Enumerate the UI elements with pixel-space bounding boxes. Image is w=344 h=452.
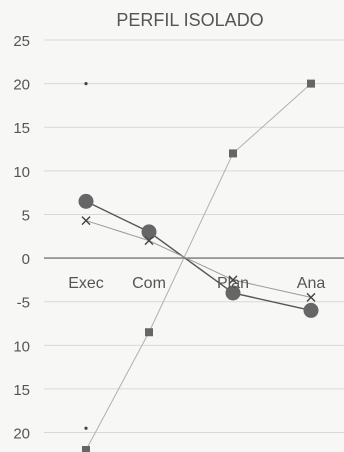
data-point bbox=[229, 149, 237, 158]
series-line bbox=[85, 220, 312, 298]
data-point bbox=[78, 193, 94, 209]
data-point bbox=[145, 328, 153, 337]
y-tick-label: 20 bbox=[13, 426, 30, 443]
series-layer bbox=[78, 79, 319, 452]
y-tick-label: 25 bbox=[13, 33, 30, 50]
x-marker-stroke bbox=[228, 275, 238, 285]
y-tick-label: -5 bbox=[17, 295, 30, 312]
x-marker-stroke bbox=[81, 216, 91, 226]
data-point bbox=[306, 292, 316, 302]
data-point bbox=[81, 216, 91, 226]
labels: 25 20 15 10 5 0 -5 10 15 20 Exec Com Plan Ana bbox=[13, 33, 325, 443]
x-marker-stroke bbox=[144, 236, 154, 246]
x-marker-stroke bbox=[306, 292, 316, 302]
data-point bbox=[303, 302, 319, 318]
data-point bbox=[307, 79, 315, 88]
stray-marker bbox=[84, 426, 88, 430]
y-tick-label: 20 bbox=[13, 77, 30, 94]
stray-marker bbox=[84, 82, 88, 86]
y-tick-label: 5 bbox=[22, 207, 30, 224]
data-point bbox=[141, 224, 157, 240]
data-point bbox=[228, 275, 238, 285]
y-tick-label: 0 bbox=[22, 251, 30, 268]
category-label: Plan bbox=[217, 275, 249, 292]
y-tick-label: 15 bbox=[13, 120, 30, 137]
y-tick-label: 10 bbox=[13, 338, 30, 355]
data-point bbox=[144, 236, 154, 246]
y-tick-label: 10 bbox=[13, 164, 30, 181]
category-label: Exec bbox=[68, 275, 104, 292]
gridlines bbox=[44, 39, 344, 434]
series-1 bbox=[82, 79, 315, 452]
category-label: Ana bbox=[297, 275, 326, 292]
y-tick-label: 15 bbox=[13, 382, 30, 399]
series-3 bbox=[81, 216, 316, 302]
category-label: Com bbox=[132, 275, 166, 292]
series-line bbox=[85, 83, 312, 451]
data-point bbox=[225, 285, 241, 301]
data-point bbox=[82, 446, 90, 452]
series-line bbox=[85, 200, 312, 312]
chart-title: PERFIL ISOLADO bbox=[116, 10, 263, 30]
series-2 bbox=[78, 193, 319, 318]
